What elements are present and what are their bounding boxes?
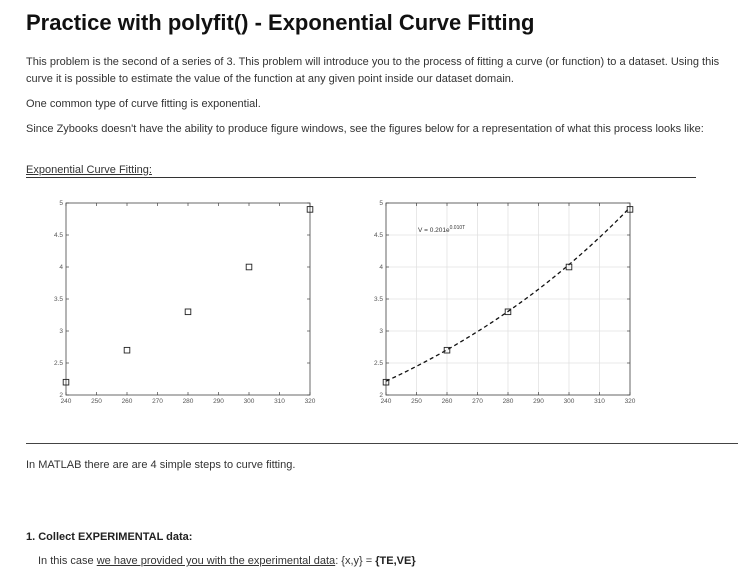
y-tick-label: 4: [379, 264, 383, 271]
y-tick-label: 4: [59, 264, 63, 271]
data-point-marker: [245, 263, 253, 271]
x-tick-label: 260: [122, 398, 133, 405]
x-tick-label: 240: [61, 398, 72, 405]
intro-paragraph: This problem is the second of a series o…: [26, 56, 720, 85]
x-tick-label: 290: [533, 398, 544, 405]
data-point-marker: [443, 346, 451, 354]
step1-suffix: : {x,y} =: [335, 555, 376, 567]
x-tick-label: 290: [213, 398, 224, 405]
experimental-data-link[interactable]: we have provided you with the experiment…: [96, 555, 336, 567]
x-tick-label: 320: [305, 398, 316, 405]
x-tick-label: 320: [625, 398, 636, 405]
x-tick-label: 250: [411, 398, 422, 405]
fit-equation-base: V = 0.201e: [418, 227, 450, 234]
x-tick-label: 300: [244, 398, 255, 405]
raw-data-plot: 240 250 260 270 280 290 300 310 320 2 2.5 3 3.5 4 4.5 5: [54, 200, 316, 405]
step1-detail: In this case we have provided you with t…: [38, 553, 416, 570]
y-tick-label: 2.5: [54, 360, 63, 367]
data-point-marker: [626, 206, 634, 213]
y-tick-label: 2: [59, 392, 63, 399]
fit-equation-exponent: 0.010T: [450, 225, 466, 231]
zybooks-note-paragraph: Since Zybooks doesn't have the ability t…: [26, 123, 704, 135]
plot-frame: [65, 202, 311, 396]
x-tick-label: 310: [594, 398, 605, 405]
y-tick-label: 5: [59, 200, 63, 207]
y-tick-label: 3: [379, 328, 383, 335]
x-tick-label: 300: [564, 398, 575, 405]
step1-title: 1. Collect EXPERIMENTAL data:: [26, 529, 192, 546]
x-tick-label: 280: [183, 398, 194, 405]
x-tick-label: 270: [152, 398, 163, 405]
data-point-marker: [184, 308, 192, 316]
data-point-marker: [382, 378, 390, 386]
page-title: Practice with polyfit() - Exponential Cu…: [26, 10, 535, 35]
y-tick-label: 2.5: [374, 360, 383, 367]
x-tick-label: 310: [274, 398, 285, 405]
data-point-marker: [306, 206, 314, 213]
data-point-marker: [123, 346, 131, 354]
step1-title-text: 1. Collect EXPERIMENTAL data:: [26, 531, 193, 543]
step1-prefix: In this case: [38, 555, 97, 567]
y-tick-label: 4.5: [54, 232, 63, 239]
x-tick-label: 270: [472, 398, 483, 405]
x-tick-label: 260: [442, 398, 453, 405]
data-point-marker: [62, 378, 70, 386]
y-tick-label: 5: [379, 200, 383, 207]
data-point-marker: [504, 308, 512, 316]
step1-variables: {TE,VE}: [375, 555, 416, 567]
y-tick-label: 4.5: [374, 232, 383, 239]
figure-caption: Exponential Curve Fitting:: [26, 163, 696, 178]
fit-equation: V = 0.201e0.010T: [418, 225, 465, 234]
y-tick-label: 2: [379, 392, 383, 399]
y-tick-label: 3: [59, 328, 63, 335]
fit-curve-line: [385, 206, 631, 382]
data-point-marker: [565, 263, 573, 271]
steps-intro: In MATLAB there are are 4 simple steps t…: [26, 459, 296, 471]
y-tick-label: 3.5: [374, 296, 383, 303]
y-tick-label: 3.5: [54, 296, 63, 303]
x-tick-label: 240: [381, 398, 392, 405]
x-tick-label: 250: [91, 398, 102, 405]
common-type-paragraph: One common type of curve fitting is expo…: [26, 98, 261, 110]
fitted-curve-plot: 240 250 260 270 280 290 300 310 320 2 2.5 3 3.5 4 4.5 5…: [374, 200, 636, 405]
x-tick-label: 280: [503, 398, 514, 405]
section-divider: [26, 443, 738, 444]
